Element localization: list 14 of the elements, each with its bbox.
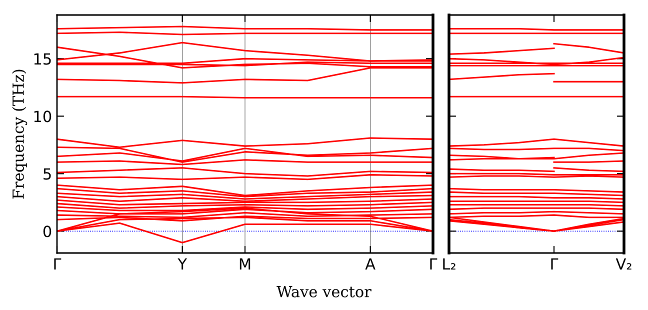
y-tick-label: 15 (34, 53, 51, 65)
x-tick-label: A (365, 258, 376, 270)
y-tick-label: 5 (44, 168, 51, 180)
x-tick-label: Γ (551, 258, 558, 270)
y-tick-label: 10 (34, 110, 52, 122)
x-axis-title: Wave vector (276, 286, 372, 298)
x-tick-label: V₂ (616, 258, 632, 270)
x-tick-label: Γ (54, 258, 62, 270)
x-tick-label: M (240, 258, 250, 270)
y-axis-title: Frequency (THz) (12, 70, 28, 199)
y-tick-label: 0 (43, 226, 52, 238)
x-tick-label: Γ (430, 258, 438, 270)
x-tick-label: L₂ (443, 258, 456, 270)
x-tick-label: Y (178, 258, 188, 270)
